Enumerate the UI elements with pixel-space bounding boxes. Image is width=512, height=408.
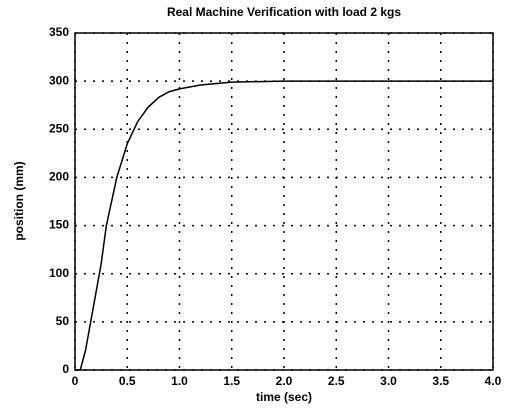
- y-tick-label: 200: [49, 170, 69, 184]
- y-tick-label: 250: [49, 121, 69, 135]
- x-tick-label: 1.5: [223, 374, 240, 388]
- x-tick-label: 2.0: [276, 374, 293, 388]
- x-tick-label: 0: [72, 374, 79, 388]
- data-line: [75, 80, 493, 371]
- y-tick-label: 100: [49, 266, 69, 280]
- y-tick-label: 150: [49, 218, 69, 232]
- x-tick-label: 1.0: [171, 374, 188, 388]
- y-axis-label: position (mm): [12, 161, 26, 240]
- x-axis-label: time (sec): [256, 390, 312, 404]
- y-tick-label: 0: [62, 362, 69, 376]
- x-tick-label: 3.5: [432, 374, 449, 388]
- x-tick-label: 4.0: [485, 374, 502, 388]
- y-tick-label: 350: [49, 25, 69, 39]
- x-tick-label: 2.5: [328, 374, 345, 388]
- y-tick-label: 50: [56, 314, 70, 328]
- x-tick-label: 3.0: [380, 374, 397, 388]
- x-tick-label: 0.5: [119, 374, 136, 388]
- y-tick-label: 300: [49, 73, 69, 87]
- chart-title: Real Machine Verification with load 2 kg…: [167, 5, 401, 19]
- plot-frame: [74, 32, 494, 371]
